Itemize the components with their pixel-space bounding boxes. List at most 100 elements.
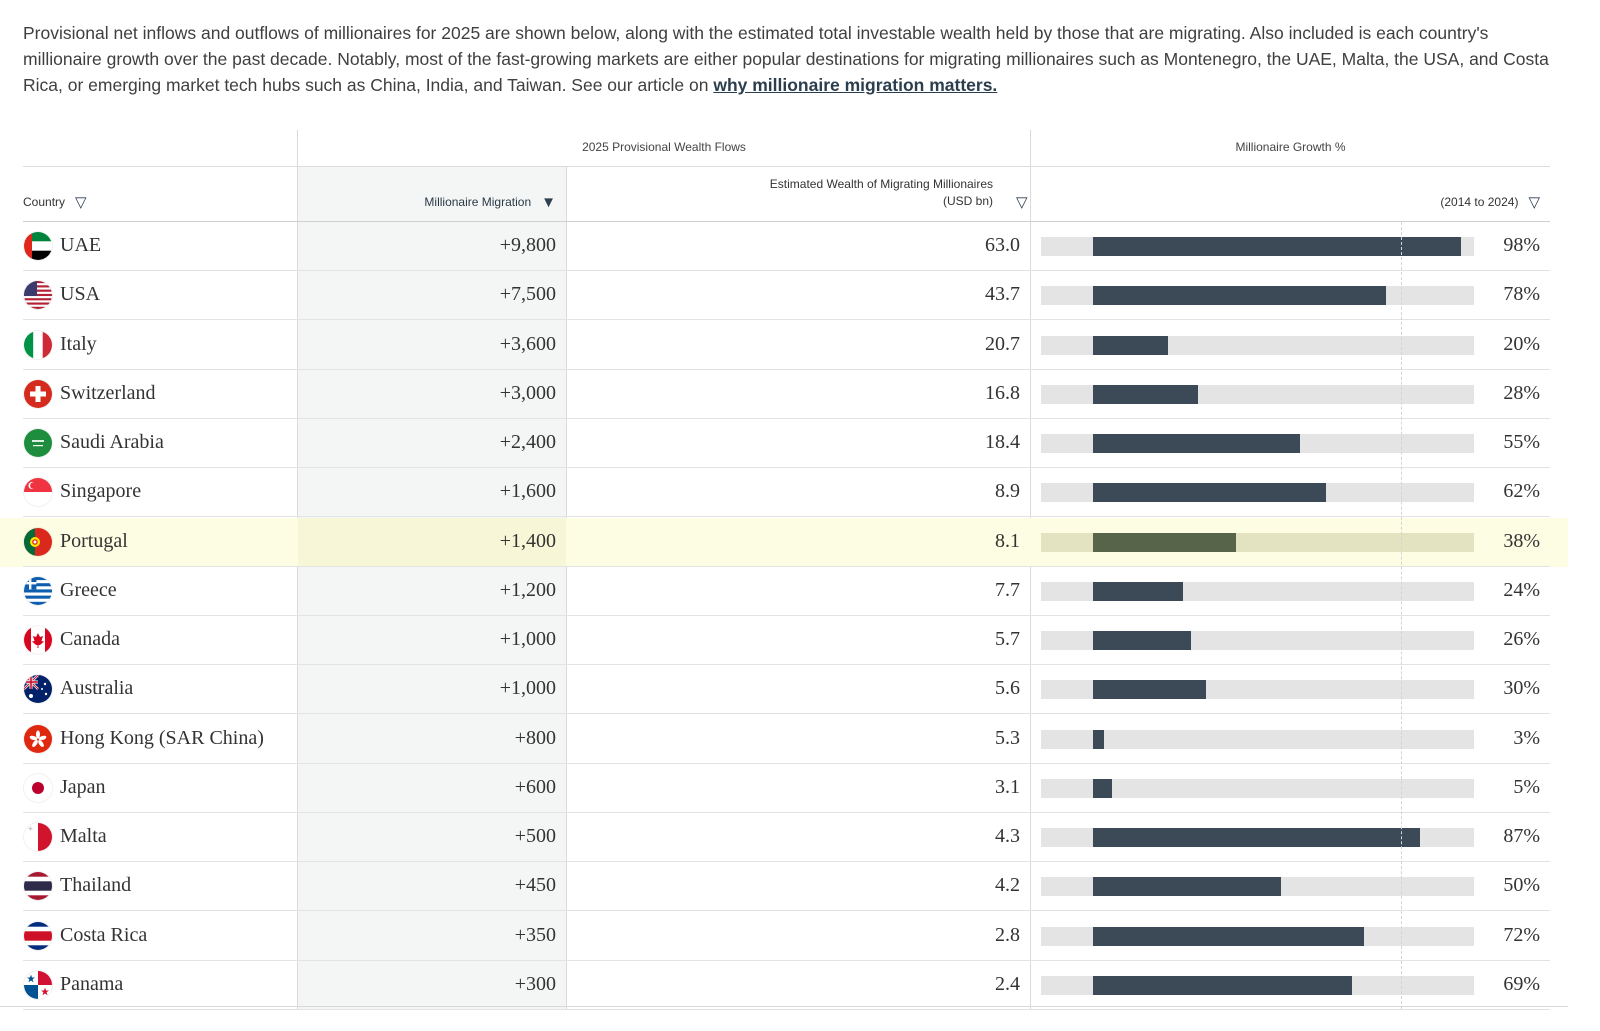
country-name: Canada [60,628,120,650]
table-row[interactable]: Singapore +1,600 8.9 62% [0,468,1568,518]
growth-bar [1093,926,1364,946]
australia-flag-icon [24,675,52,704]
migration-value: +1,200 [499,578,556,601]
wealth-value: 20.7 [985,332,1020,355]
growth-value: 62% [1503,480,1540,503]
country-name: Hong Kong (SAR China) [60,726,264,749]
row-divider [23,861,1550,862]
growth-bar-track [1041,729,1474,749]
growth-value: 28% [1503,381,1540,404]
row-divider [23,467,1550,468]
table-row[interactable]: Malta +500 4.3 87% [0,813,1568,862]
growth-bar-track [1041,581,1474,601]
group-header-divider [23,166,1550,167]
country-header-label: Country [23,195,66,209]
row-divider [23,368,1550,370]
filter-icon[interactable]: ▽ [1016,193,1028,211]
wealth-value: 43.7 [985,283,1020,306]
country-name: Italy [60,332,97,355]
wealth-header-line1: Estimated Wealth of Migrating Millionair… [769,177,993,191]
migration-value: +7,500 [499,283,556,306]
row-divider [23,762,1550,764]
growth-bar-track [1041,926,1474,946]
table-row[interactable]: USA +7,500 43.7 78% [0,271,1568,321]
growth-bar-track [1041,532,1474,552]
wealth-value: 18.4 [985,431,1020,453]
country-name: Saudi Arabia [60,431,164,453]
wealth-header[interactable]: Estimated Wealth of Migrating Millionair… [570,176,993,210]
growth-bar [1093,581,1184,601]
article-link[interactable]: why millionaire migration matters. [713,75,998,95]
row-divider [23,319,1550,321]
row-divider [23,565,1550,567]
migration-value: +3,600 [499,332,556,355]
table-row[interactable]: Thailand +450 4.2 50% [0,862,1568,912]
migration-value: +450 [514,874,556,897]
table-row[interactable]: Portugal +1,400 8.1 38% [0,517,1568,567]
growth-bar-track [1041,237,1474,256]
malta-flag-icon [24,823,52,851]
country-name: USA [60,283,101,306]
table-row[interactable]: Italy +3,600 20.7 20% [0,321,1568,370]
growth-bar-track [1041,631,1474,650]
wealth-value: 5.3 [995,726,1020,749]
growth-value: 98% [1503,234,1540,256]
table-row[interactable]: UAE +9,800 63.0 98% [0,222,1568,271]
wealth-value: 8.1 [995,529,1020,552]
table-row[interactable]: Australia +1,000 5.6 30% [0,665,1568,715]
filter-icon[interactable]: ▽ [1528,193,1540,211]
country-name: Singapore [60,480,142,503]
growth-value: 5% [1513,775,1540,798]
table-bottom-border [0,1006,1568,1007]
growth-bar-track [1041,680,1474,700]
growth-value: 50% [1503,874,1540,897]
growth-bar [1093,237,1462,256]
table-row[interactable]: Costa Rica +350 2.8 72% [0,912,1568,961]
costarica-flag-icon [24,921,52,950]
group-header-millionaire-growth: Millionaire Growth % [1235,140,1346,154]
intro-paragraph: Provisional net inflows and outflows of … [23,20,1553,98]
table-row[interactable]: Canada +1,000 5.7 26% [0,616,1568,665]
table-row[interactable]: Hong Kong (SAR China) +800 5.3 3% [0,715,1568,764]
country-header[interactable]: Country ▽ [23,194,87,210]
growth-bar [1093,877,1281,897]
migration-header-label: Millionaire Migration [424,195,532,209]
migration-header[interactable]: Millionaire Migration ▼ [300,194,556,210]
row-divider [23,811,1550,813]
row-divider [23,910,1550,912]
sort-descending-icon[interactable]: ▼ [541,193,556,211]
growth-bar-track [1041,483,1474,503]
growth-bar-track [1041,975,1474,995]
growth-bar [1093,828,1421,847]
growth-bar-track [1041,335,1474,355]
country-name: Australia [60,677,134,700]
thailand-flag-icon [24,872,52,901]
switzerland-flag-icon [24,379,52,408]
hongkong-flag-icon [24,724,52,753]
wealth-filter-icon-wrap[interactable]: ▽ [1006,194,1028,210]
usa-flag-icon [24,281,52,310]
table-row[interactable]: Japan +600 3.1 5% [0,764,1568,813]
greece-flag-icon [24,576,52,605]
growth-value: 72% [1503,923,1540,946]
table-row[interactable]: Switzerland +3,000 16.8 28% [0,370,1568,419]
growth-bar [1093,286,1387,306]
table-row[interactable]: Saudi Arabia +2,400 18.4 55% [0,419,1568,468]
wealth-value: 2.8 [995,923,1020,946]
growth-header[interactable]: (2014 to 2024) ▽ [1300,194,1540,210]
country-name: Greece [60,578,117,601]
migration-value: +1,000 [499,677,556,700]
filter-icon[interactable]: ▽ [75,193,87,211]
country-name: Panama [60,972,124,995]
wealth-value: 7.7 [995,578,1020,601]
table-row[interactable]: Panama +300 2.4 69% [0,961,1568,1010]
wealth-header-line2: (USD bn) [942,194,993,208]
growth-bar-track [1041,828,1474,847]
migration-value: +3,000 [499,381,556,404]
growth-bar [1093,729,1105,749]
migration-value: +500 [514,825,556,847]
table-row[interactable]: Greece +1,200 7.7 24% [0,567,1568,616]
row-divider [23,959,1550,961]
saudi-flag-icon [24,429,52,457]
growth-value: 38% [1503,529,1540,552]
